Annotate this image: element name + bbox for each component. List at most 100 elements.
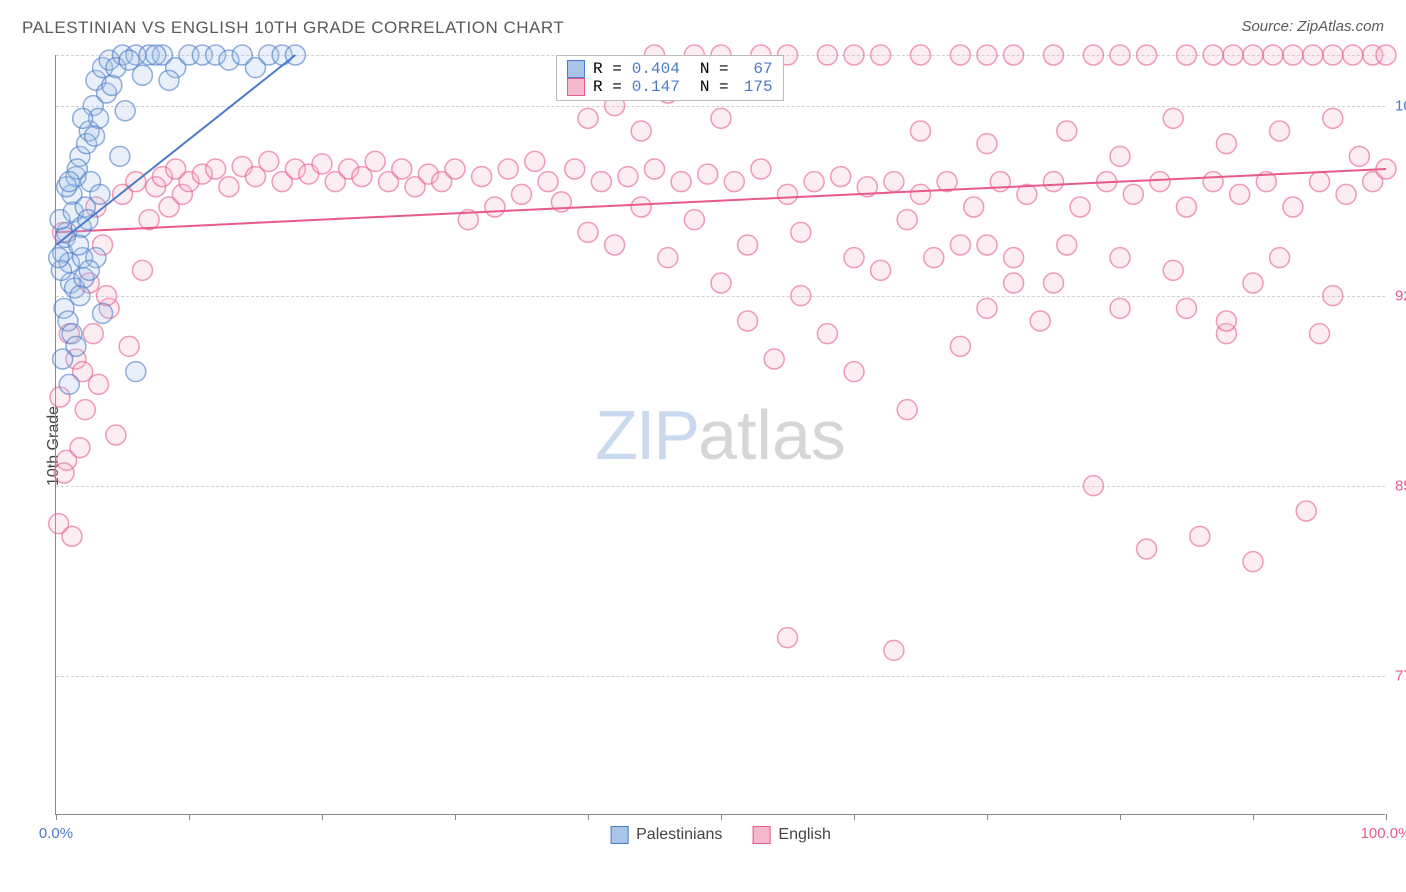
scatter-point: [1296, 501, 1316, 521]
scatter-point: [73, 108, 93, 128]
scatter-point: [1283, 45, 1303, 65]
scatter-point: [1057, 121, 1077, 141]
legend-r-label: R =: [593, 78, 622, 96]
legend-n-value-1: 175: [737, 78, 773, 96]
scatter-point: [49, 514, 69, 534]
scatter-point: [1310, 172, 1330, 192]
legend-swatch-english: [567, 78, 585, 96]
scatter-point: [565, 159, 585, 179]
scatter-point: [1376, 45, 1396, 65]
scatter-point: [1243, 45, 1263, 65]
scatter-point: [1323, 286, 1343, 306]
scatter-point: [69, 235, 89, 255]
scatter-point: [219, 177, 239, 197]
scatter-point: [897, 210, 917, 230]
scatter-point: [871, 45, 891, 65]
scatter-point: [1004, 248, 1024, 268]
scatter-point: [1004, 45, 1024, 65]
scatter-point: [146, 45, 166, 65]
scatter-point: [844, 248, 864, 268]
y-tick-label: 100.0%: [1395, 97, 1406, 114]
scatter-point: [778, 184, 798, 204]
scatter-point: [1270, 248, 1290, 268]
legend-n-label: N =: [700, 60, 729, 78]
scatter-point: [1263, 45, 1283, 65]
scatter-point: [119, 336, 139, 356]
legend-r-value-0: 0.404: [630, 60, 680, 78]
scatter-point: [1030, 311, 1050, 331]
scatter-point: [365, 151, 385, 171]
scatter-point: [1044, 273, 1064, 293]
scatter-point: [106, 425, 126, 445]
correlation-legend: R = 0.404 N = 67 R = 0.147 N = 175: [556, 55, 784, 101]
scatter-point: [711, 273, 731, 293]
scatter-point: [132, 65, 152, 85]
scatter-point: [884, 172, 904, 192]
scatter-point: [1123, 184, 1143, 204]
scatter-point: [79, 260, 99, 280]
scatter-point: [738, 235, 758, 255]
scatter-point: [591, 172, 611, 192]
scatter-point: [53, 349, 73, 369]
scatter-point: [1044, 172, 1064, 192]
series-swatch-palestinians: [610, 826, 628, 844]
scatter-point: [1283, 197, 1303, 217]
x-tick-mark: [721, 814, 722, 820]
scatter-point: [1270, 121, 1290, 141]
scatter-point: [126, 362, 146, 382]
scatter-point: [83, 324, 103, 344]
scatter-point: [964, 197, 984, 217]
scatter-point: [1110, 298, 1130, 318]
scatter-point: [59, 374, 79, 394]
x-tick-mark: [189, 814, 190, 820]
legend-row-palestinians: R = 0.404 N = 67: [567, 60, 773, 78]
scatter-point: [1303, 45, 1323, 65]
scatter-point: [1044, 45, 1064, 65]
scatter-point: [778, 628, 798, 648]
scatter-point: [1310, 324, 1330, 344]
scatter-point: [618, 167, 638, 187]
scatter-point: [132, 260, 152, 280]
y-tick-label: 85.0%: [1395, 477, 1406, 494]
scatter-point: [1110, 146, 1130, 166]
x-tick-mark: [1120, 814, 1121, 820]
scatter-point: [605, 235, 625, 255]
scatter-point: [54, 463, 74, 483]
scatter-point: [911, 184, 931, 204]
scatter-point: [645, 159, 665, 179]
scatter-point: [911, 121, 931, 141]
x-tick-mark: [854, 814, 855, 820]
scatter-point: [1137, 539, 1157, 559]
y-tick-label: 92.5%: [1395, 287, 1406, 304]
scatter-point: [804, 172, 824, 192]
scatter-point: [1163, 260, 1183, 280]
scatter-point: [1083, 45, 1103, 65]
scatter-point: [977, 45, 997, 65]
scatter-point: [110, 146, 130, 166]
series-legend: Palestinians English: [610, 826, 831, 844]
scatter-point: [871, 260, 891, 280]
scatter-point: [1336, 184, 1356, 204]
scatter-point: [578, 222, 598, 242]
scatter-point: [977, 298, 997, 318]
scatter-point: [70, 286, 90, 306]
scatter-point: [831, 167, 851, 187]
scatter-point: [698, 164, 718, 184]
scatter-point: [1004, 273, 1024, 293]
scatter-point: [897, 400, 917, 420]
legend-r-label: R =: [593, 60, 622, 78]
source-attribution: Source: ZipAtlas.com: [1241, 18, 1384, 35]
x-tick-mark: [1253, 814, 1254, 820]
scatter-point: [1177, 298, 1197, 318]
scatter-point: [1323, 45, 1343, 65]
chart-svg: [56, 55, 1385, 814]
x-tick-label: 0.0%: [39, 825, 73, 842]
scatter-point: [392, 159, 412, 179]
x-tick-mark: [588, 814, 589, 820]
series-legend-item-1: English: [752, 826, 830, 844]
scatter-point: [49, 248, 69, 268]
scatter-point: [578, 108, 598, 128]
scatter-point: [1137, 45, 1157, 65]
x-tick-label: 100.0%: [1361, 825, 1406, 842]
scatter-point: [485, 197, 505, 217]
